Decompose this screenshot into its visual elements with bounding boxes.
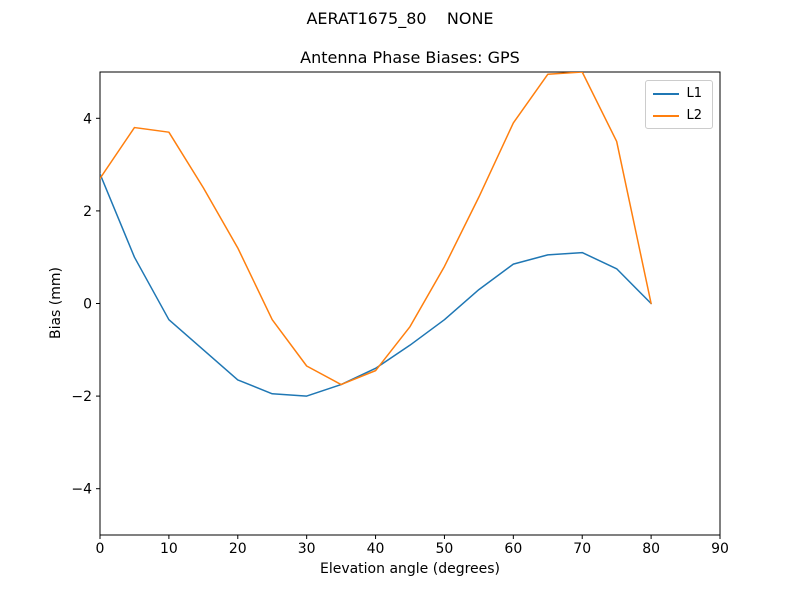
legend: L1 L2 [645, 80, 713, 129]
y-tick-label: 2 [83, 204, 92, 220]
legend-entry-l2: L2 [653, 108, 702, 123]
x-tick-label: 80 [642, 541, 660, 557]
x-tick-label: 50 [436, 541, 454, 557]
legend-line-sample-l1 [653, 92, 680, 95]
legend-entry-l1: L1 [653, 86, 702, 101]
x-tick-label: 10 [160, 541, 178, 557]
axes-spine [99, 71, 721, 536]
y-tick-label: −4 [71, 482, 92, 498]
x-tick-label: 70 [573, 541, 591, 557]
x-tick-label: 60 [504, 541, 522, 557]
y-tick-label: 4 [83, 111, 92, 127]
y-tick-label: 0 [83, 297, 92, 313]
series-line-l1 [100, 173, 652, 397]
legend-line-sample-l2 [653, 114, 680, 117]
legend-label-l1: L1 [686, 86, 702, 101]
series-line-l2 [100, 72, 652, 386]
figure-title: AERAT1675_80 NONE [306, 9, 494, 28]
x-tick-label: 40 [367, 541, 385, 557]
y-tick-label: −2 [71, 389, 92, 405]
x-tick-label: 90 [711, 541, 729, 557]
x-tick-label: 0 [96, 541, 105, 557]
legend-label-l2: L2 [686, 108, 702, 123]
x-tick-label: 30 [298, 541, 316, 557]
axes-title: Antenna Phase Biases: GPS [300, 48, 520, 67]
x-tick-label: 20 [229, 541, 247, 557]
x-axis-label: Elevation angle (degrees) [319, 561, 501, 577]
y-axis-label: Bias (mm) [48, 266, 64, 340]
